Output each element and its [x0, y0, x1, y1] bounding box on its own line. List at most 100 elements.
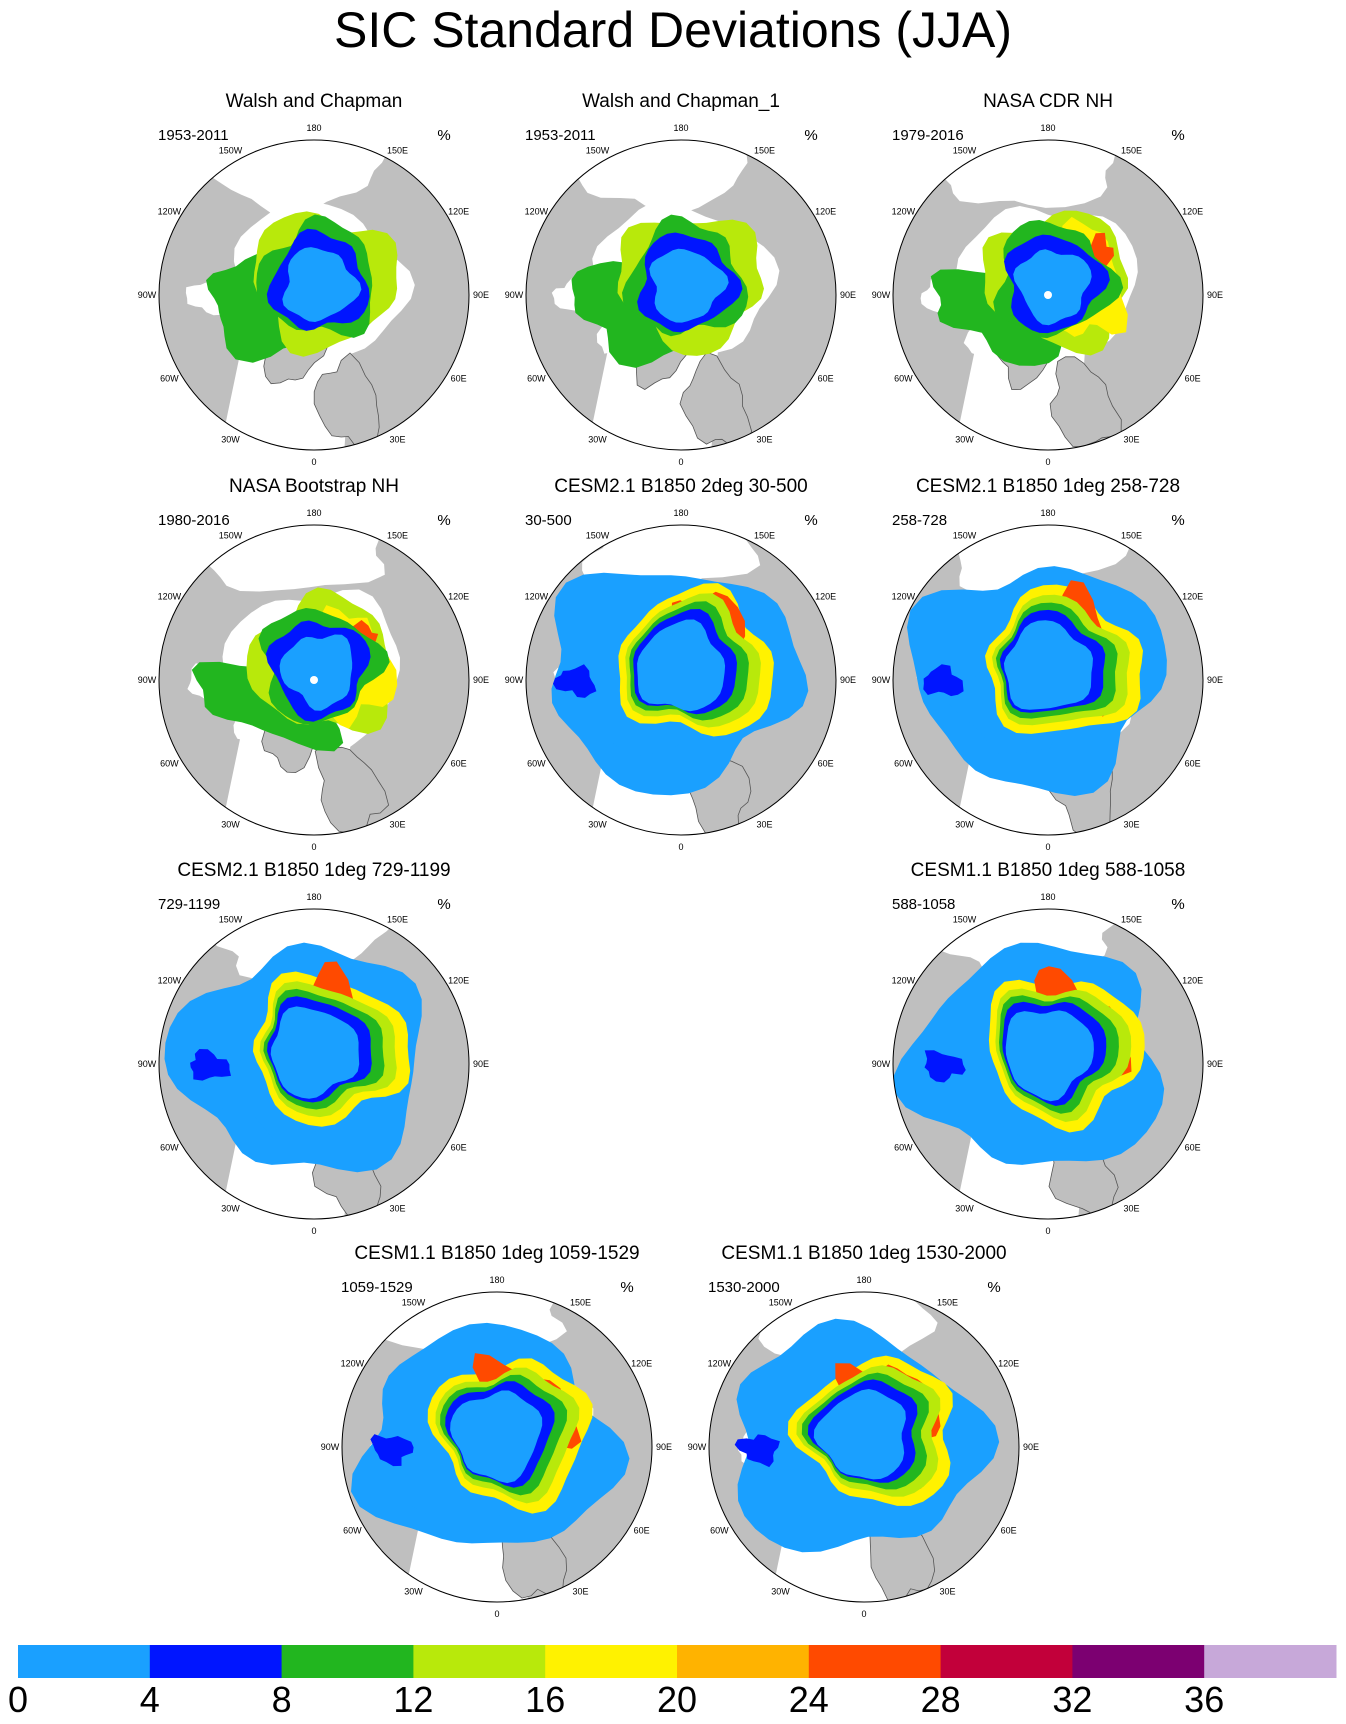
panel-period: 1953-2011: [158, 127, 229, 144]
map-body: [159, 909, 469, 1219]
main-title: SIC Standard Deviations (JJA): [334, 2, 1012, 58]
longitude-label: 90E: [1207, 675, 1223, 685]
longitude-label: 60E: [1001, 1526, 1017, 1536]
longitude-label: 90E: [840, 675, 856, 685]
panel-units: %: [987, 1279, 1000, 1296]
panel-title: CESM1.1 B1850 1deg 1059-1529: [354, 1243, 639, 1264]
panel-units: %: [1171, 127, 1184, 144]
longitude-label: 180: [1040, 892, 1055, 902]
map-panel: CESM1.1 B1850 1deg 1059-1529 1059-1529 % 18…: [321, 1243, 672, 1619]
sic-band: [649, 248, 729, 323]
panel-period: 1980-2016: [158, 512, 230, 529]
longitude-label: 180: [673, 123, 688, 133]
map-panel: CESM1.1 B1850 1deg 1530-2000 1530-2000 % 18…: [688, 1243, 1039, 1619]
longitude-label: 90W: [872, 1059, 891, 1069]
longitude-label: 180: [489, 1275, 504, 1285]
longitude-label: 150E: [1121, 145, 1142, 155]
longitude-label: 120W: [525, 207, 549, 217]
longitude-label: 30W: [588, 820, 607, 830]
sic-band: [282, 247, 362, 322]
colorbar-swatch: [281, 1645, 414, 1678]
longitude-label: 60E: [451, 1143, 467, 1153]
panel-units: %: [437, 512, 450, 529]
longitude-label: 60E: [1185, 374, 1201, 384]
longitude-label: 90W: [138, 675, 157, 685]
longitude-label: 30E: [1123, 435, 1139, 445]
colorbar-label: 32: [1052, 1679, 1092, 1720]
colorbar-swatch: [413, 1645, 546, 1678]
longitude-label: 150W: [586, 145, 610, 155]
sic-band: [370, 1434, 414, 1467]
longitude-label: 180: [1040, 508, 1055, 518]
longitude-label: 120E: [1182, 592, 1203, 602]
longitude-label: 90W: [872, 290, 891, 300]
colorbar-label: 28: [921, 1679, 961, 1720]
longitude-label: 120E: [998, 1359, 1019, 1369]
sic-band: [279, 634, 353, 711]
pacific-ocean: [206, 525, 385, 592]
map-body: [342, 1292, 652, 1602]
longitude-label: 30W: [955, 435, 974, 445]
longitude-label: 90W: [138, 1059, 157, 1069]
longitude-label: 150W: [219, 530, 243, 540]
colorbar-label: 20: [657, 1679, 697, 1720]
longitude-label: 150E: [387, 530, 408, 540]
longitude-label: 120E: [815, 592, 836, 602]
panel-title: CESM2.1 B1850 2deg 30-500: [554, 476, 808, 497]
map-boundary: [158, 908, 470, 1220]
longitude-label: 90E: [840, 290, 856, 300]
longitude-label: 120E: [448, 592, 469, 602]
pacific-ocean: [207, 140, 387, 217]
longitude-label: 30W: [588, 435, 607, 445]
longitude-label: 150W: [953, 530, 977, 540]
longitude-label: 60W: [160, 1143, 179, 1153]
longitude-label: 120W: [708, 1359, 732, 1369]
longitude-label: 30E: [756, 435, 772, 445]
colorbar-swatch: [545, 1645, 678, 1678]
colorbar-label: 8: [272, 1679, 292, 1720]
longitude-label: 60W: [894, 1143, 913, 1153]
longitude-label: 90E: [473, 1059, 489, 1069]
colorbar-swatch: [1204, 1645, 1337, 1678]
panel-title: Walsh and Chapman_1: [582, 91, 780, 112]
panel-title: CESM1.1 B1850 1deg 1530-2000: [721, 1243, 1006, 1264]
longitude-label: 30E: [1123, 1204, 1139, 1214]
longitude-label: 90W: [505, 290, 524, 300]
longitude-label: 90E: [1023, 1442, 1039, 1452]
map-panels: Walsh and Chapman 1953-2011 % 180 150E 120E 90…: [138, 91, 1223, 1619]
longitude-label: 150E: [1121, 914, 1142, 924]
longitude-label: 0: [861, 1609, 866, 1619]
longitude-label: 30E: [389, 1204, 405, 1214]
panel-period: 1953-2011: [525, 127, 596, 144]
longitude-label: 150W: [402, 1297, 426, 1307]
colorbar: 0 4 8 12 16 20 24 28 32 36: [8, 1645, 1337, 1720]
longitude-label: 150W: [953, 914, 977, 924]
longitude-label: 120W: [158, 976, 182, 986]
colorbar-swatch: [1072, 1645, 1205, 1678]
map-panel: Walsh and Chapman 1953-2011 % 180 150E 120E 90…: [138, 91, 489, 467]
panel-units: %: [804, 127, 817, 144]
longitude-label: 120E: [448, 207, 469, 217]
map-boundary: [158, 139, 470, 451]
map-panel: CESM2.1 B1850 1deg 729-1199 729-1199 % 180 1…: [138, 860, 489, 1236]
sic-band: [190, 1049, 231, 1081]
longitude-label: 30E: [389, 435, 405, 445]
sic-band: [1013, 249, 1092, 326]
longitude-label: 90E: [1207, 290, 1223, 300]
sic-band: [923, 664, 964, 697]
longitude-label: 150W: [219, 145, 243, 155]
longitude-label: 120W: [892, 592, 916, 602]
longitude-label: 150W: [586, 530, 610, 540]
sic-band: [734, 1434, 780, 1468]
longitude-label: 0: [494, 1609, 499, 1619]
map-panel: CESM2.1 B1850 2deg 30-500 30-500 % 180 150E 1…: [505, 476, 856, 852]
longitude-label: 150W: [219, 914, 243, 924]
map-boundary: [158, 524, 470, 836]
pacific-ocean: [957, 525, 1130, 596]
sic-band: [924, 1050, 966, 1083]
longitude-label: 120W: [158, 207, 182, 217]
longitude-label: 120E: [631, 1359, 652, 1369]
pole-hole: [1044, 291, 1052, 299]
longitude-label: 30E: [1123, 820, 1139, 830]
map-body: [159, 140, 469, 450]
